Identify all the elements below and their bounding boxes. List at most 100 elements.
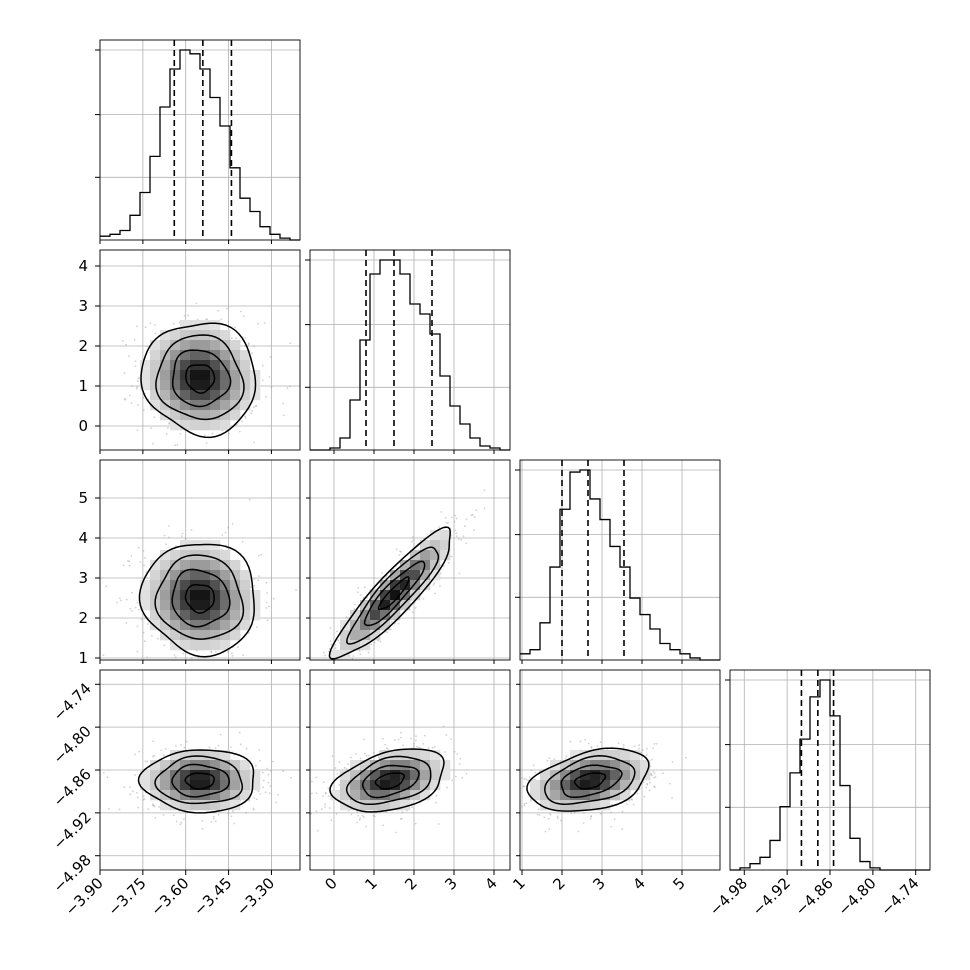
density-cell: [150, 580, 161, 591]
scatter-point: [373, 815, 376, 818]
scatter-point: [322, 795, 324, 798]
scatter-point: [134, 774, 136, 776]
scatter-point: [231, 522, 234, 525]
density-cell: [360, 800, 371, 811]
scatter-point: [544, 830, 547, 833]
scatter-density-panel: [519, 669, 721, 871]
scatter-point: [334, 767, 337, 769]
scatter-point: [142, 409, 145, 411]
scatter-point: [124, 397, 127, 400]
scatter-point: [645, 754, 648, 756]
scatter-point: [184, 538, 187, 540]
scatter-point: [645, 786, 648, 789]
scatter-point: [212, 815, 215, 818]
density-cell: [240, 360, 251, 371]
scatter-point: [262, 779, 265, 782]
scatter-point: [185, 740, 188, 743]
density-cell: [190, 390, 201, 401]
scatter-point: [272, 597, 275, 600]
scatter-point: [357, 587, 360, 589]
density-cell: [210, 370, 221, 381]
scatter-point: [447, 522, 449, 524]
density-cell: [210, 390, 221, 401]
scatter-point: [136, 650, 139, 653]
x-tick-label: 0: [321, 874, 340, 893]
density-cell: [550, 790, 561, 801]
scatter-point: [131, 610, 133, 612]
density-cell: [220, 620, 231, 631]
scatter-point: [395, 831, 397, 834]
scatter-point: [590, 745, 593, 748]
scatter-point: [434, 801, 437, 804]
scatter-point: [447, 562, 450, 564]
x-tick-label: 3: [441, 874, 460, 893]
density-cell: [170, 330, 181, 341]
density-cell: [200, 380, 211, 391]
density-cell: [190, 590, 201, 601]
scatter-point: [251, 410, 254, 412]
scatter-point: [438, 526, 440, 528]
scatter-point: [142, 550, 145, 552]
scatter-point: [329, 640, 332, 643]
y-tick-label: 2: [78, 609, 88, 627]
scatter-point: [410, 801, 413, 804]
scatter-point: [219, 733, 222, 736]
density-cell: [370, 610, 381, 621]
scatter-point: [457, 538, 460, 540]
scatter-point: [582, 822, 585, 824]
density-cell: [170, 400, 181, 411]
scatter-point: [181, 532, 184, 535]
x-tick-label: 4: [629, 874, 648, 893]
scatter-point: [621, 828, 624, 831]
density-cell: [180, 360, 191, 371]
scatter-point: [128, 560, 131, 563]
y-tick-label: −4.80: [50, 722, 95, 767]
density-cell: [210, 560, 221, 571]
scatter-point: [261, 364, 264, 367]
scatter-point: [178, 321, 181, 324]
scatter-point: [137, 404, 139, 406]
scatter-point: [322, 651, 325, 654]
density-cell: [150, 560, 161, 571]
scatter-point: [652, 747, 654, 750]
scatter-point: [154, 332, 157, 335]
scatter-point: [127, 355, 130, 357]
scatter-point: [414, 822, 417, 825]
scatter-point: [446, 786, 448, 789]
scatter-point: [453, 750, 456, 753]
scatter-point: [152, 740, 155, 743]
density-cell: [250, 770, 261, 781]
panel-frame: [99, 459, 301, 661]
density-cell: [180, 570, 191, 581]
density-cell: [220, 600, 231, 611]
scatter-point: [641, 749, 644, 751]
scatter-point: [180, 535, 183, 538]
scatter-point: [473, 516, 476, 518]
scatter-point: [137, 806, 140, 809]
density-cell: [220, 420, 231, 431]
scatter-point: [455, 775, 457, 778]
scatter-point: [138, 376, 141, 379]
density-cell: [150, 380, 161, 391]
scatter-point: [440, 511, 443, 513]
scatter-point: [414, 606, 417, 609]
scatter-point: [204, 434, 206, 437]
scatter-point: [354, 753, 357, 755]
scatter-point: [327, 787, 330, 790]
scatter-point: [232, 810, 234, 813]
scatter-point: [643, 795, 646, 798]
density-cell: [560, 800, 571, 811]
scatter-point: [356, 591, 359, 594]
contour-line: [184, 583, 215, 614]
scatter-point: [412, 539, 415, 541]
density-cell: [150, 340, 161, 351]
x-tick-label: −4.92: [749, 874, 794, 919]
density-cell: [430, 760, 441, 771]
y-tick-label: −4.74: [50, 679, 95, 724]
scatter-point: [144, 617, 146, 619]
scatter-point: [653, 742, 656, 745]
scatter-point: [650, 773, 653, 776]
scatter-point: [255, 798, 258, 801]
density-cell: [190, 610, 201, 621]
scatter-point: [266, 767, 268, 770]
